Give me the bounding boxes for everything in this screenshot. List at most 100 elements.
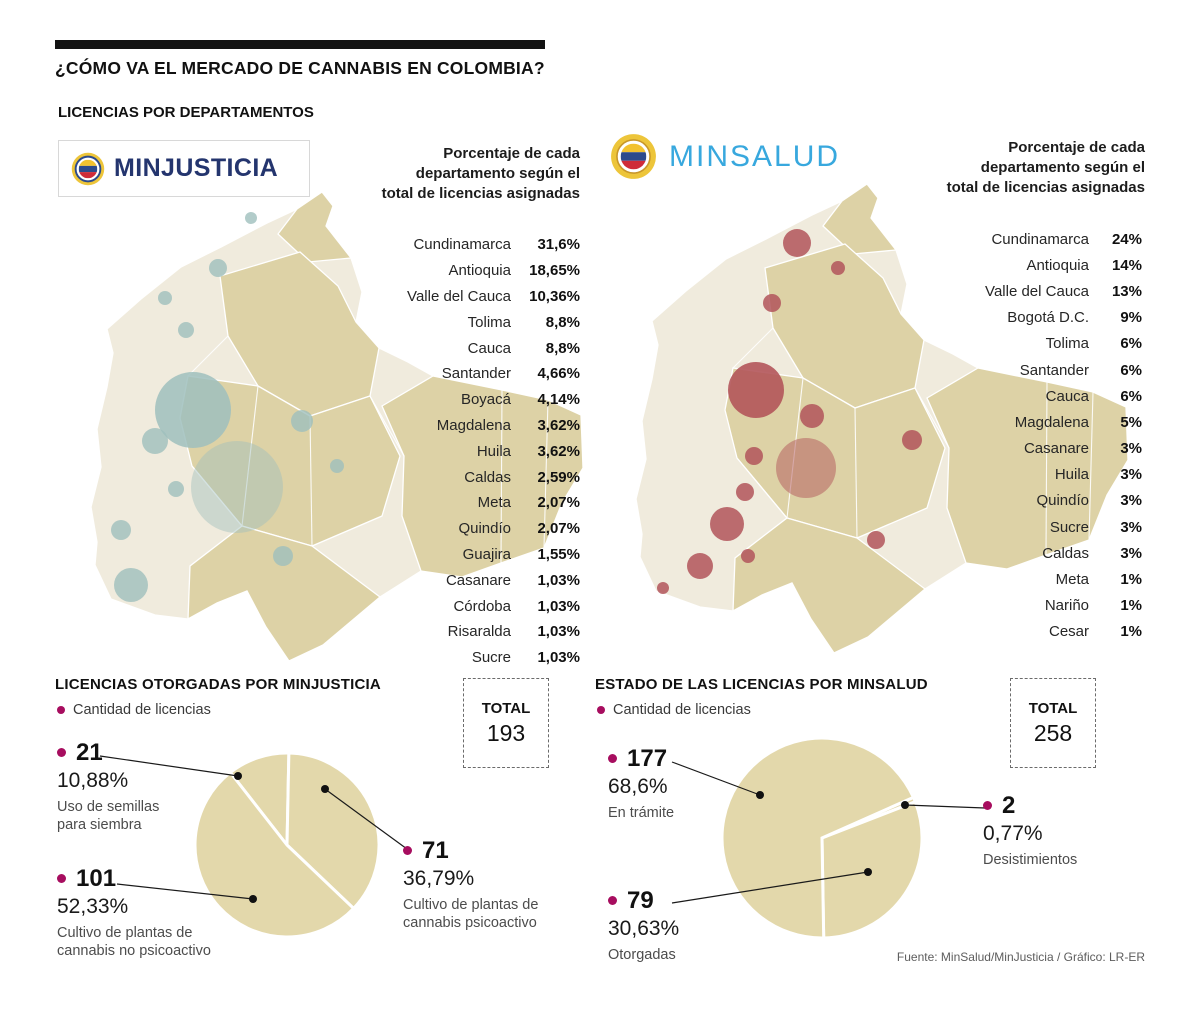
minjusticia-pie-legend: Cantidad de licencias bbox=[57, 702, 211, 718]
department-value: 2,59% bbox=[537, 468, 580, 486]
department-value: 9% bbox=[1120, 309, 1142, 327]
department-row: Santander 4,66% bbox=[280, 361, 580, 387]
department-value: 18,65% bbox=[529, 262, 580, 280]
department-value: 1,03% bbox=[537, 597, 580, 615]
pie-slice bbox=[820, 799, 924, 940]
department-row: Caldas 3% bbox=[842, 540, 1142, 566]
callout-description: Uso de semillas para siembra bbox=[57, 799, 160, 834]
minsalud-logo: MINSALUD bbox=[610, 133, 840, 180]
callout-count: 2 bbox=[1002, 792, 1016, 819]
callout-count: 79 bbox=[627, 887, 654, 914]
department-value: 3,62% bbox=[537, 442, 580, 460]
callout-psicoactivo: 71 36,79% Cultivo de plantas de cannabis… bbox=[403, 838, 538, 933]
department-name: Tolima bbox=[467, 313, 511, 331]
department-name: Valle del Cauca bbox=[407, 287, 511, 305]
callout-uso-de-semillas: 21 10,88% Uso de semillas para siembra bbox=[57, 740, 159, 835]
department-value: 6% bbox=[1120, 335, 1142, 353]
department-row: Quindío 2,07% bbox=[280, 516, 580, 542]
department-row: Magdalena 3,62% bbox=[280, 413, 580, 439]
department-name: Huila bbox=[476, 442, 511, 460]
department-name: Sucre bbox=[471, 649, 511, 667]
callout-percent: 10,88% bbox=[57, 769, 129, 793]
department-name: Córdoba bbox=[453, 597, 511, 615]
total-value: 193 bbox=[486, 719, 526, 746]
department-name: Cauca bbox=[467, 339, 511, 357]
callout-count: 177 bbox=[627, 745, 668, 772]
pie-chart-minsalud bbox=[671, 736, 986, 940]
department-name: Cundinamarca bbox=[991, 230, 1089, 248]
callout-count: 21 bbox=[76, 739, 103, 766]
department-value: 3% bbox=[1120, 440, 1142, 458]
department-name: Caldas bbox=[1042, 544, 1089, 562]
minsalud-note: Porcentaje de cada departamento según el… bbox=[946, 139, 1145, 196]
department-row: Boyacá 4,14% bbox=[280, 387, 580, 413]
department-value: 3,62% bbox=[537, 416, 580, 434]
department-regions bbox=[724, 183, 1129, 654]
pie-slice bbox=[193, 770, 356, 939]
department-value: 8,8% bbox=[545, 339, 580, 357]
minsalud-emblem-icon bbox=[611, 134, 656, 179]
callout-percent: 0,77% bbox=[983, 822, 1043, 846]
department-value: 1,03% bbox=[537, 571, 580, 589]
page-title: ¿CÓMO VA EL MERCADO DE CANNABIS EN COLOM… bbox=[55, 58, 545, 78]
department-name: Santander bbox=[1019, 361, 1089, 379]
department-value: 3% bbox=[1120, 518, 1142, 536]
department-row: Valle del Cauca 10,36% bbox=[280, 284, 580, 310]
total-value: 258 bbox=[1033, 719, 1073, 746]
department-value: 8,8% bbox=[545, 313, 580, 331]
department-name: Antioquia bbox=[1026, 256, 1089, 274]
department-name: Caldas bbox=[464, 468, 511, 486]
callout-percent: 52,33% bbox=[57, 895, 129, 919]
bullet-icon bbox=[597, 706, 605, 714]
department-name: Meta bbox=[1055, 571, 1089, 589]
department-name: Antioquia bbox=[448, 262, 511, 280]
department-value: 3% bbox=[1120, 544, 1142, 562]
department-name: Sucre bbox=[1049, 518, 1089, 536]
bullet-icon bbox=[403, 846, 412, 856]
department-value: 10,36% bbox=[529, 287, 580, 305]
department-value: 1% bbox=[1120, 623, 1142, 641]
pie-chart-minjusticia bbox=[99, 751, 408, 939]
department-value: 1,03% bbox=[537, 649, 580, 667]
bullet-icon bbox=[983, 801, 992, 811]
department-row: Casanare 3% bbox=[842, 436, 1142, 462]
department-name: Casanare bbox=[445, 571, 511, 589]
department-name: Santander bbox=[441, 365, 511, 383]
bullet-icon bbox=[57, 748, 66, 758]
minsalud-pie-legend: Cantidad de licencias bbox=[597, 702, 751, 718]
department-value: 4,14% bbox=[537, 391, 580, 409]
pie-slices bbox=[193, 751, 381, 939]
leader-lines bbox=[99, 755, 408, 900]
department-value: 5% bbox=[1120, 413, 1142, 431]
department-value: 2,07% bbox=[537, 520, 580, 538]
department-row: Tolima 6% bbox=[842, 331, 1142, 357]
department-row: Casanare 1,03% bbox=[280, 567, 580, 593]
callout-otorgadas: 79 30,63% Otorgadas bbox=[608, 888, 679, 964]
minjusticia-pie-title: LICENCIAS OTORGADAS POR MINJUSTICIA bbox=[55, 676, 381, 693]
minsalud-department-list: Cundinamarca 24% Antioquia 14% Valle del… bbox=[842, 226, 1142, 645]
department-value: 24% bbox=[1111, 230, 1142, 248]
bullet-icon bbox=[57, 706, 65, 714]
department-name: Valle del Cauca bbox=[985, 282, 1089, 300]
bullet-icon bbox=[57, 874, 66, 884]
department-name: Nariño bbox=[1044, 597, 1089, 615]
pie-slice bbox=[285, 751, 381, 911]
pie-slices bbox=[720, 736, 924, 940]
minjusticia-logo: MINJUSTICIA bbox=[58, 140, 310, 197]
department-row: Córdoba 1,03% bbox=[280, 593, 580, 619]
department-row: Caldas 2,59% bbox=[280, 464, 580, 490]
callout-description: En trámite bbox=[608, 805, 675, 822]
minjusticia-department-list: Cundinamarca 31,6% Antioquia 18,65% Vall… bbox=[280, 232, 580, 671]
callout-description: Cultivo de plantas de cannabis no psicoa… bbox=[57, 925, 211, 960]
bullet-icon bbox=[608, 896, 617, 906]
department-value: 14% bbox=[1111, 256, 1142, 274]
department-row: Huila 3,62% bbox=[280, 438, 580, 464]
department-row: Sucre 3% bbox=[842, 514, 1142, 540]
department-borders bbox=[187, 335, 549, 564]
department-row: Cesar 1% bbox=[842, 619, 1142, 645]
department-row: Sucre 1,03% bbox=[280, 645, 580, 671]
department-value: 1% bbox=[1120, 597, 1142, 615]
callout-en-tramite: 177 68,6% En trámite bbox=[608, 746, 674, 822]
colombia-map-minsalud bbox=[635, 183, 1129, 654]
total-label: TOTAL bbox=[1028, 699, 1078, 717]
